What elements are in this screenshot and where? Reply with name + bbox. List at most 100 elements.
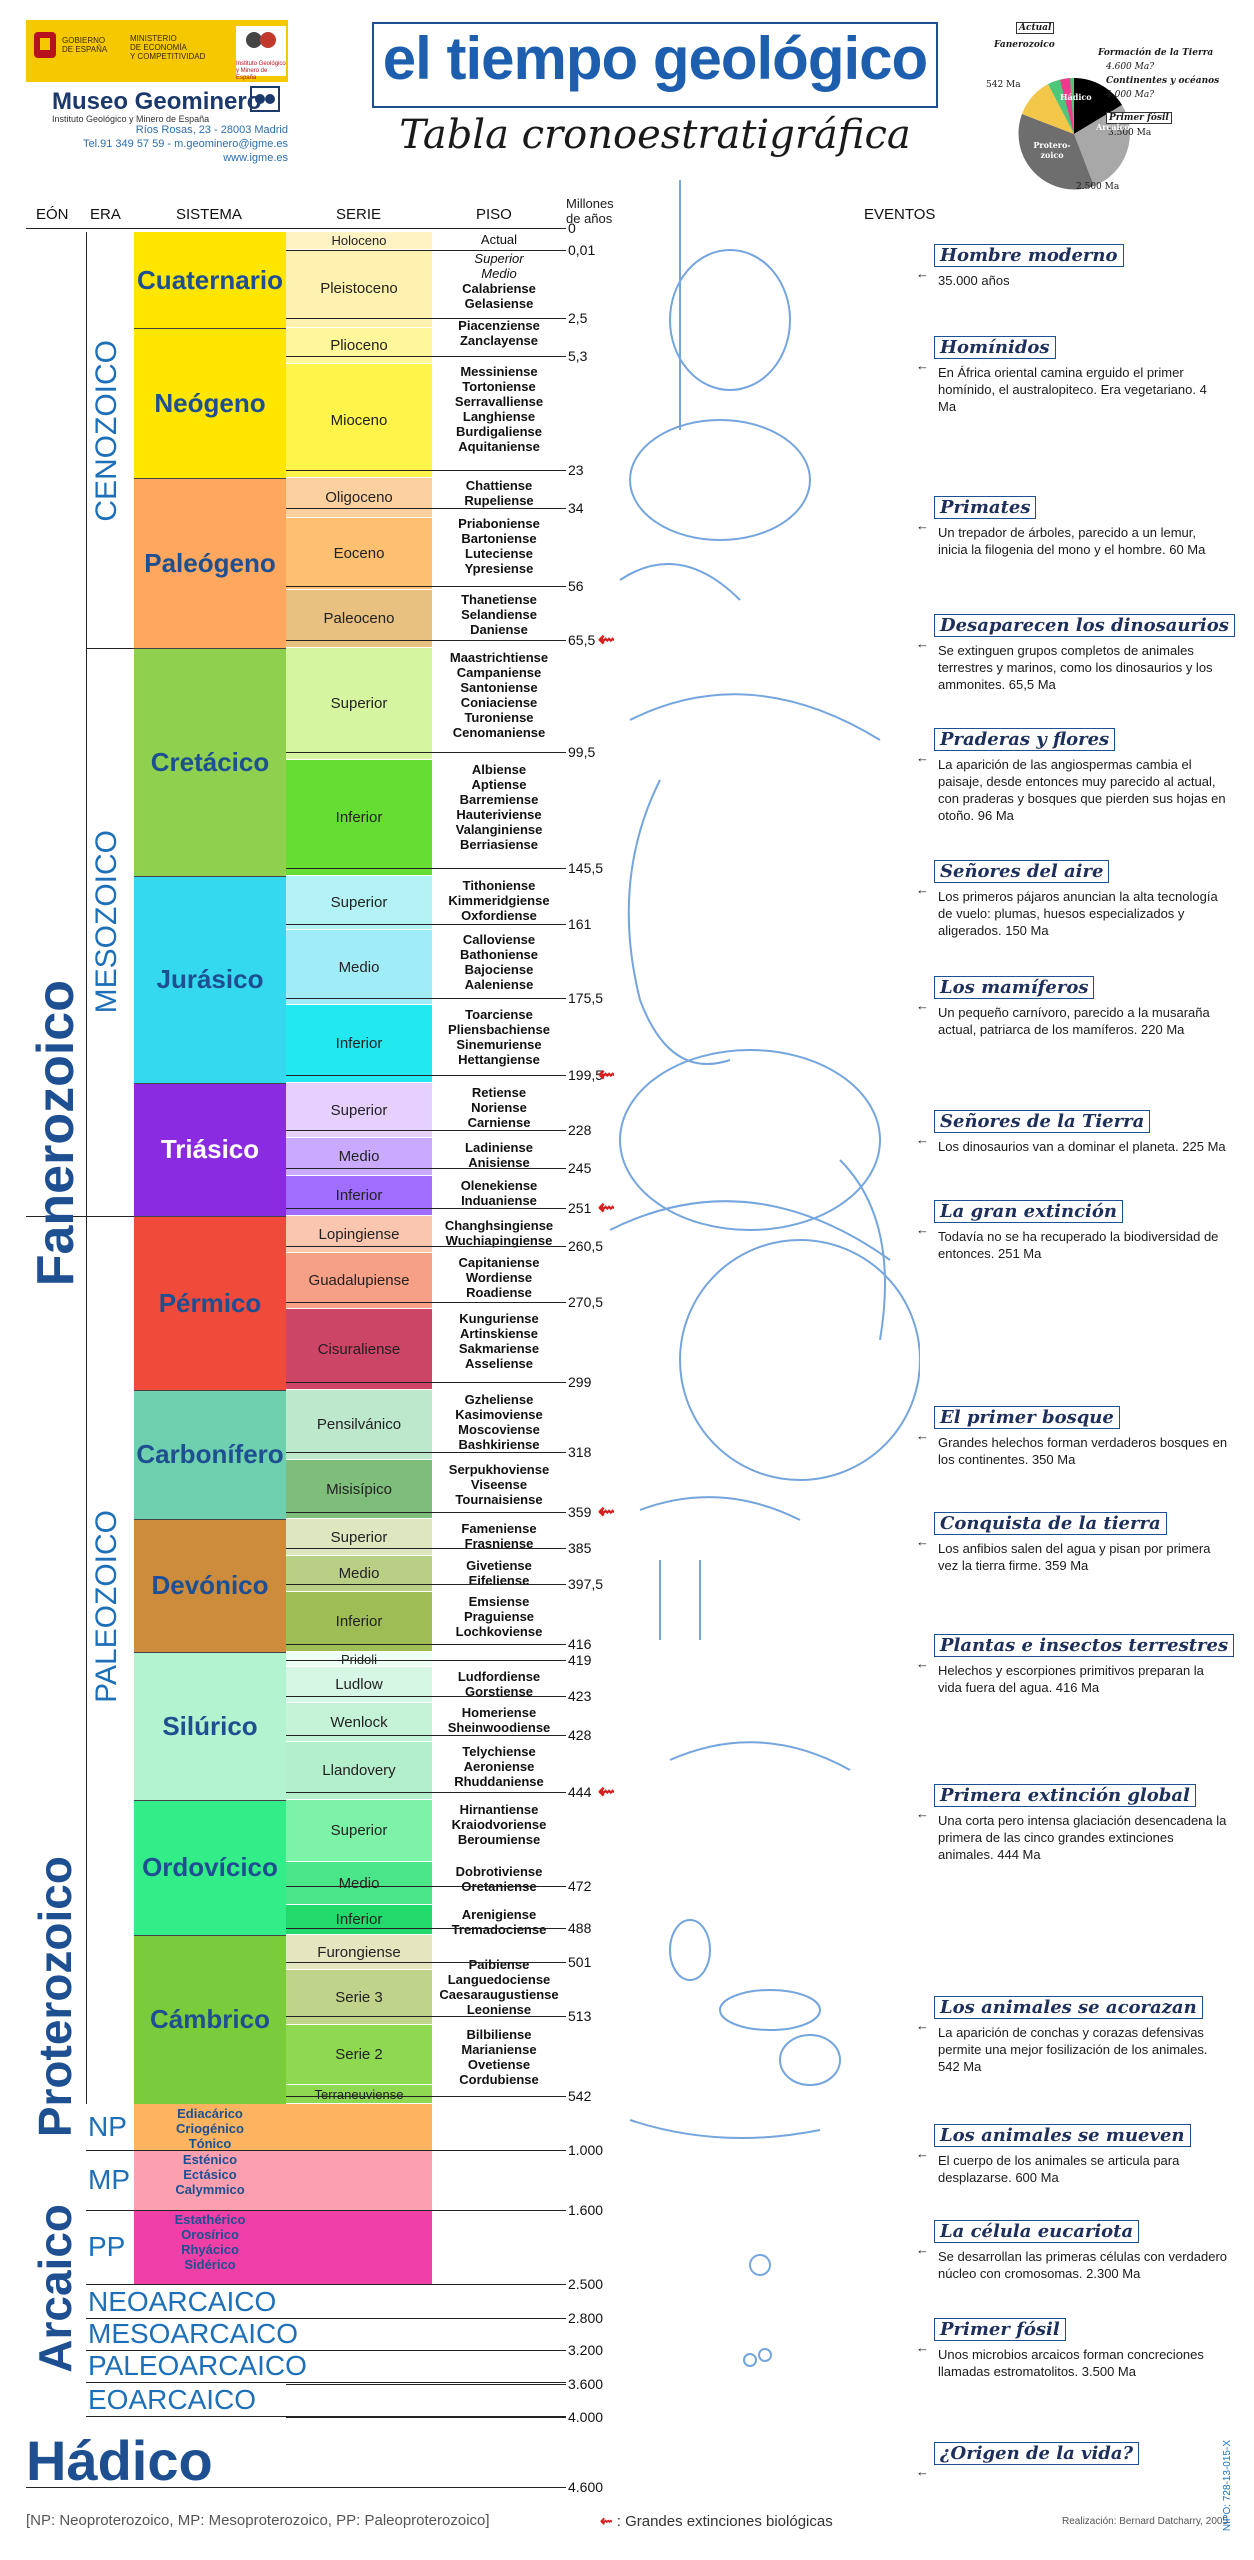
piso-label: Calloviense: [462, 932, 536, 947]
piso-label: Rupeliense: [464, 493, 534, 508]
event-pointer-arrow-icon: ←: [916, 2242, 929, 2257]
mountain-icon: [629, 693, 881, 741]
stromatolite-icon: [743, 2353, 757, 2367]
piso-label: Cenomaniense: [452, 725, 546, 740]
dinosaur-body-icon: [619, 1049, 881, 1231]
age-rule: [286, 924, 566, 925]
event-title: Praderas y flores: [934, 728, 1116, 751]
system-silurico: Silúrico: [134, 1652, 286, 1800]
piso-label: Beroumiense: [457, 1832, 541, 1847]
pie-slice-proterozoico: [1018, 114, 1094, 190]
system-cuaternario: Cuaternario: [134, 232, 286, 328]
event-description: Grandes helechos forman verdaderos bosqu…: [938, 1435, 1228, 1467]
age-rule: [286, 1302, 566, 1303]
piso-label: Hettangiense: [458, 1052, 540, 1067]
event-pointer-arrow-icon: ←: [916, 358, 929, 373]
piso-label: Bashkiriense: [458, 1437, 540, 1452]
age-label: 318: [568, 1444, 592, 1460]
piso-label: Bajociense: [464, 962, 534, 977]
event-title: ¿Origen de la vida?: [934, 2442, 1140, 2465]
brontosaurus-neck-icon: [627, 779, 731, 1065]
glacier-icon: [669, 1741, 851, 1771]
system-cretacico: Cretácico: [134, 648, 286, 876]
age-label: 397,5: [568, 1576, 604, 1592]
age-rule: [286, 1735, 566, 1736]
piso-label: Campaniense: [456, 665, 542, 680]
system-permico: Pérmico: [134, 1216, 286, 1390]
series-cell: Holoceno: [286, 232, 432, 250]
piso-label: Kasimoviense: [455, 1407, 543, 1422]
age-label: 472: [568, 1878, 592, 1894]
age-label: 2,5: [568, 310, 588, 326]
event-title: Primates: [934, 496, 1037, 519]
event-pointer-arrow-icon: ←: [916, 1222, 929, 1237]
piso-label: Luteciense: [465, 546, 533, 561]
eon-hadico: Hádico: [26, 2429, 213, 2492]
piso-label: Hauteriviense: [456, 807, 542, 822]
era-rule: [26, 1216, 134, 1217]
extinction-mark-icon: ⇜: [598, 1781, 615, 1803]
page-title: el tiempo geológico: [382, 25, 928, 92]
age-rule: [286, 2417, 566, 2418]
piso-label: Aeroniense: [463, 1759, 535, 1774]
caveman-icon: [669, 249, 791, 391]
piso-label: Barremiense: [459, 792, 539, 807]
age-label: 2.800: [568, 2310, 604, 2326]
event-pointer-arrow-icon: ←: [916, 998, 929, 1013]
event-description: Un trepador de árboles, parecido a un le…: [938, 525, 1206, 557]
col-head-eventos: EVENTOS: [864, 206, 936, 223]
piso-label: Gzheliense: [464, 1392, 534, 1407]
age-rule: [286, 470, 566, 471]
system-cambrico: Cámbrico: [134, 1935, 286, 2104]
system-neogeno: Neógeno: [134, 328, 286, 478]
event-title: Primer fósil: [934, 2318, 1066, 2341]
precambrian-piso-label: Orosírico: [181, 2227, 239, 2242]
age-label: 513: [568, 2008, 592, 2024]
museum-name: Museo Geominero: [52, 88, 262, 115]
piso-label: Burdigaliense: [456, 424, 542, 439]
piso-label: Fameniense: [461, 1521, 537, 1536]
piso-label: Albiense: [471, 762, 527, 777]
piso-label: Calabriense: [462, 281, 536, 296]
piso-label: Langhiense: [462, 409, 536, 424]
series-cell: Pridoli: [286, 1652, 432, 1667]
piso-label: Ladiniense: [465, 1140, 533, 1155]
series-cell: Pensilvánico: [286, 1390, 432, 1460]
era-border: [86, 232, 87, 2104]
system-rule: [134, 1083, 286, 1084]
piso-label: Praguiense: [463, 1609, 535, 1624]
extinction-mark-icon: ⇜: [598, 1501, 615, 1523]
piso-label: Bilbiliense: [466, 2027, 532, 2042]
piso-label: Kunguriense: [459, 1311, 539, 1326]
event-title: Señores del aire: [934, 860, 1110, 883]
col-head-era: ERA: [90, 206, 121, 223]
col-head-sistema: SISTEMA: [176, 206, 242, 223]
event-title: Conquista de la tierra: [934, 1512, 1167, 1535]
piso-label: Eifeliense: [468, 1573, 530, 1588]
event-description: Unos microbios arcaicos forman concrecio…: [938, 2347, 1204, 2379]
ape-icon: [629, 419, 811, 541]
event-pointer-arrow-icon: ←: [916, 266, 929, 281]
age-label: 199,5: [568, 1067, 604, 1083]
piso-label: Daniense: [470, 622, 528, 637]
extinction-legend: ⇜ : Grandes extinciones biológicas: [600, 2513, 833, 2530]
event-pointer-arrow-icon: ←: [916, 1806, 929, 1821]
age-label: 56: [568, 578, 584, 594]
age-label: 65,5: [568, 632, 596, 648]
piso-label: Ypresiense: [464, 561, 534, 576]
age-rule: [286, 1512, 566, 1513]
series-cell: Pleistoceno: [286, 250, 432, 328]
title-frame: [372, 22, 938, 108]
age-rule: [286, 868, 566, 869]
era-pp: PP: [88, 2231, 126, 2262]
amphibian-icon: [639, 1496, 801, 1521]
piso-label: Actual: [480, 232, 518, 247]
era-paleozoico: PALEOZOICO: [90, 1510, 123, 1703]
age-label: 0: [568, 220, 576, 236]
piso-label: Serpukhoviense: [448, 1462, 550, 1477]
event-description: Se desarrollan las primeras células con …: [938, 2249, 1228, 2281]
trilobite-icon: [669, 1919, 711, 1981]
age-label: 99,5: [568, 744, 596, 760]
event-description: En África oriental camina erguido el pri…: [938, 365, 1207, 414]
age-rule: [286, 228, 566, 229]
